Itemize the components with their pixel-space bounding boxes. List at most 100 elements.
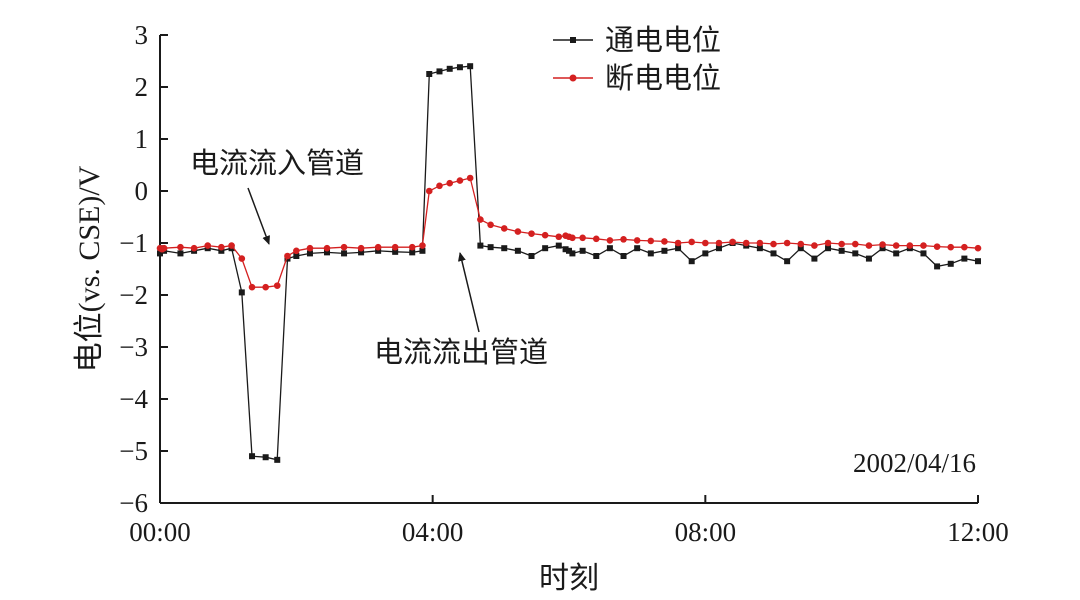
series-line-off <box>159 177 979 288</box>
data-point-off <box>756 239 764 247</box>
data-point-off <box>391 243 399 251</box>
data-point-powered <box>375 247 382 254</box>
data-point-powered <box>688 258 695 265</box>
y-tick-label: −2 <box>119 280 148 310</box>
data-point-powered <box>528 253 535 259</box>
data-point-off <box>436 182 443 190</box>
data-point-powered <box>661 247 668 254</box>
data-point-powered <box>634 245 641 252</box>
data-point-off <box>262 283 269 291</box>
data-point-off <box>284 252 291 260</box>
data-point-off <box>879 241 886 248</box>
data-point-powered <box>675 245 682 252</box>
legend-entry-off: 断电电位 <box>553 62 721 95</box>
data-point-off <box>323 244 331 252</box>
data-point-off <box>947 243 955 251</box>
data-point-powered <box>947 260 954 267</box>
data-point-powered <box>436 68 443 75</box>
annotation-current-out: 电流流出管道 <box>374 252 548 369</box>
data-point-powered <box>358 249 365 256</box>
annotation-current-out-text: 电流流出管道 <box>374 336 548 369</box>
annotation-current-in-arrow <box>247 187 270 245</box>
data-point-off <box>408 243 416 251</box>
data-point-powered <box>446 65 453 72</box>
data-point-off <box>374 243 382 251</box>
data-point-off <box>306 244 314 252</box>
data-point-powered <box>838 247 845 254</box>
data-point-powered <box>975 258 981 265</box>
data-point-off <box>293 247 300 255</box>
data-point-powered <box>893 250 900 257</box>
data-point-off <box>715 239 723 247</box>
data-point-off <box>569 234 576 242</box>
data-point-powered <box>157 250 163 257</box>
data-point-off <box>824 239 832 247</box>
data-point-off <box>688 238 695 246</box>
plot-area <box>159 35 978 504</box>
data-point-off <box>500 225 508 232</box>
data-point-off <box>248 283 256 291</box>
data-point-off <box>541 231 549 239</box>
data-point-off <box>606 237 614 244</box>
data-point-powered <box>501 245 508 252</box>
data-point-powered <box>569 250 576 257</box>
data-point-powered <box>566 247 572 254</box>
series-off <box>156 174 982 291</box>
data-point-off <box>770 240 777 248</box>
y-tick-label: 1 <box>135 124 149 154</box>
data-point-off <box>633 237 641 244</box>
data-point-powered <box>811 255 818 262</box>
data-point-off <box>357 244 365 252</box>
data-point-off <box>340 243 348 251</box>
x-tick-label: 12:00 <box>947 517 1009 547</box>
data-point-off <box>218 243 225 251</box>
data-point-off <box>797 240 805 248</box>
data-point-off <box>514 228 522 235</box>
legend-label-off: 断电电位 <box>605 62 721 95</box>
data-point-powered <box>477 242 484 249</box>
data-point-off <box>466 174 474 182</box>
annotation-current-in: 电流流入管道 <box>190 147 364 245</box>
data-point-off <box>729 238 736 246</box>
x-tick-label: 04:00 <box>402 517 464 547</box>
data-point-off <box>974 244 982 252</box>
data-point-powered <box>341 250 348 257</box>
y-tick-label: 3 <box>135 20 149 50</box>
data-point-powered <box>593 253 600 259</box>
data-point-off <box>865 242 873 249</box>
data-point-powered <box>392 248 399 255</box>
y-axis-title: 电位(vs. CSE)/V <box>73 165 106 372</box>
data-point-off <box>446 179 454 187</box>
data-point-powered <box>262 454 269 461</box>
data-point-off <box>555 233 563 241</box>
data-point-powered <box>514 247 521 254</box>
legend: 通电电位 断电电位 <box>553 24 721 95</box>
data-point-powered <box>555 242 562 249</box>
x-axis-ticks: 00:00 04:00 08:00 12:00 <box>129 495 1009 547</box>
data-point-powered <box>579 247 586 254</box>
data-point-off <box>487 221 494 229</box>
data-point-powered <box>293 253 300 259</box>
x-tick-label: 00:00 <box>129 517 191 547</box>
data-point-powered <box>467 63 474 70</box>
data-point-powered <box>249 453 256 460</box>
data-point-off <box>961 243 968 251</box>
data-point-powered <box>852 250 859 257</box>
data-point-off <box>906 242 914 249</box>
data-point-powered <box>647 250 654 257</box>
y-tick-label: 2 <box>135 72 149 102</box>
y-tick-label: −1 <box>119 228 148 258</box>
data-point-off <box>579 234 586 242</box>
data-point-powered <box>756 245 763 252</box>
y-tick-label: −6 <box>119 488 148 518</box>
annotation-current-out-arrow <box>457 252 480 333</box>
data-point-powered <box>542 245 549 252</box>
y-tick-label: −4 <box>119 384 148 414</box>
data-point-off <box>674 239 682 247</box>
data-point-powered <box>324 249 331 256</box>
y-tick-label: −3 <box>119 332 148 362</box>
data-point-off <box>204 242 212 249</box>
data-point-powered <box>419 247 426 254</box>
legend-entry-powered: 通电电位 <box>553 24 721 57</box>
